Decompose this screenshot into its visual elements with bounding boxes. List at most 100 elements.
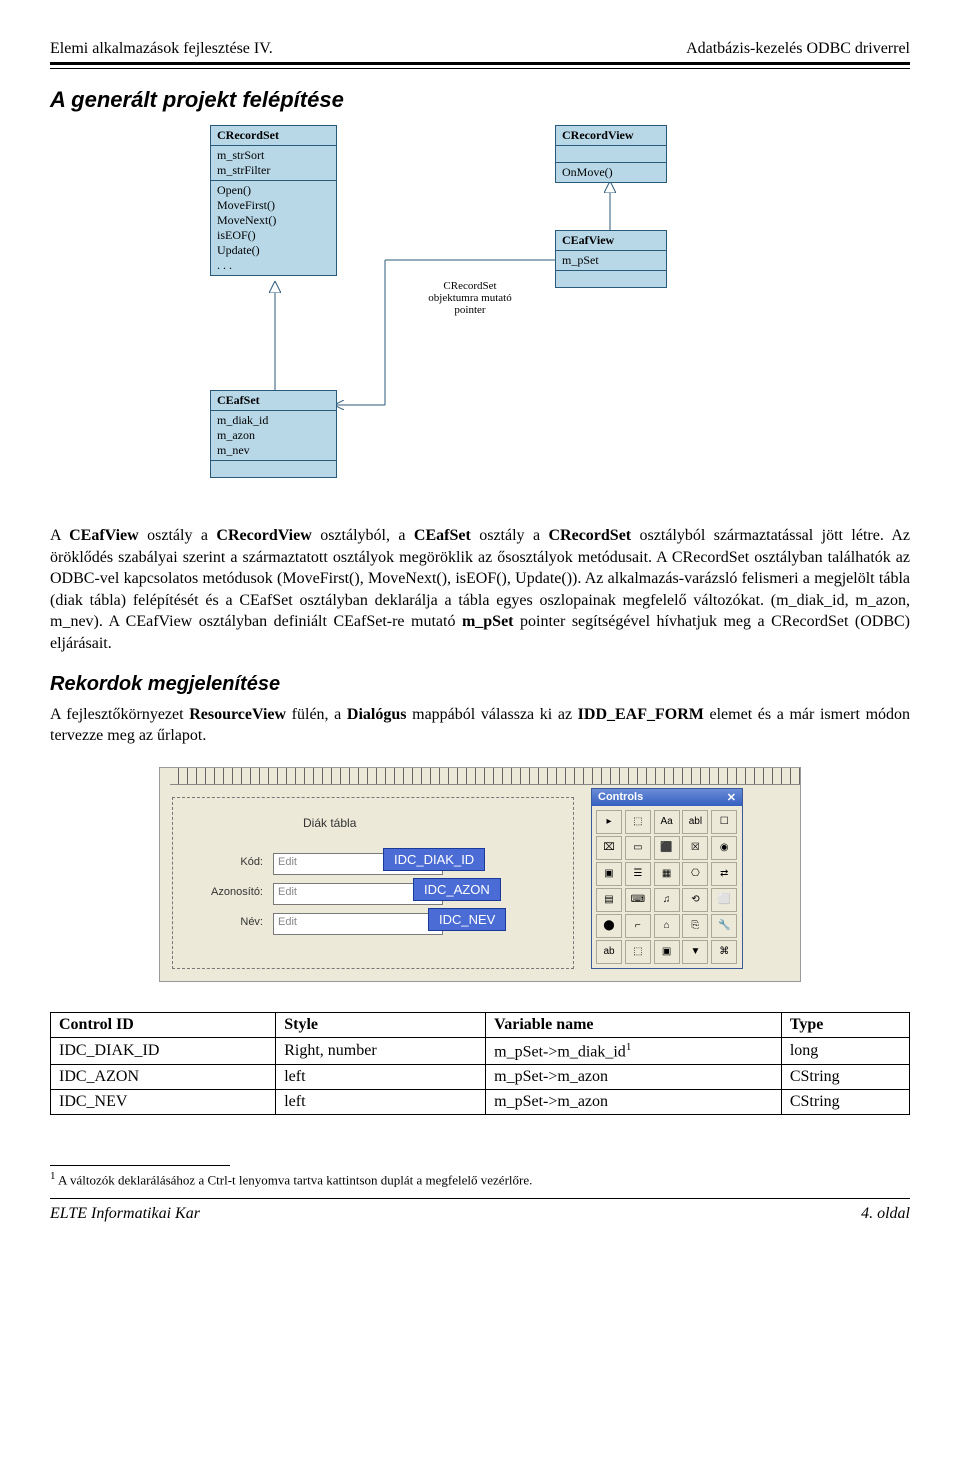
uml-attrs: m_diak_id m_azon m_nev <box>211 411 336 461</box>
callout-idc-azon: IDC_AZON <box>413 878 501 901</box>
callout-idc-nev: IDC_NEV <box>428 908 506 931</box>
table-header-row: Control IDStyleVariable nameType <box>51 1012 910 1037</box>
controls-table: Control IDStyleVariable nameType IDC_DIA… <box>50 1012 910 1115</box>
text: A fejlesztőkörnyezet <box>50 706 189 723</box>
control-tool-button[interactable]: ⌨ <box>625 888 651 912</box>
controls-grid: ▸⬚Aaabl☐⌧▭⬛☒◉▣☰▦⎔⇄▤⌨♫⟲⬜⬤⌐⌂⎘🔧ab⬚▣▼⌘ <box>592 806 742 968</box>
uml-empty <box>211 461 336 477</box>
table-cell: IDC_NEV <box>51 1090 276 1115</box>
control-tool-button[interactable]: ▤ <box>596 888 622 912</box>
bold: IDD_EAF_FORM <box>578 706 704 723</box>
table-cell: m_pSet->m_azon <box>486 1065 782 1090</box>
control-tool-button[interactable]: ☒ <box>682 836 708 860</box>
header-right: Adatbázis-kezelés ODBC driverrel <box>686 40 910 58</box>
control-tool-button[interactable]: ☰ <box>625 862 651 886</box>
uml-empty <box>556 271 666 287</box>
paragraph-2: A fejlesztőkörnyezet ResourceView fülén,… <box>50 704 910 747</box>
control-tool-button[interactable]: abl <box>682 810 708 834</box>
control-tool-button[interactable]: ab <box>596 940 622 964</box>
table-cell: long <box>781 1037 909 1064</box>
control-tool-button[interactable]: ▸ <box>596 810 622 834</box>
control-tool-button[interactable]: ⬤ <box>596 914 622 938</box>
page-header: Elemi alkalmazások fejlesztése IV. Adatb… <box>50 40 910 58</box>
control-tool-button[interactable]: ⬛ <box>654 836 680 860</box>
control-tool-button[interactable]: ⎘ <box>682 914 708 938</box>
uml-empty <box>556 146 666 163</box>
paragraph-1: A CEafView osztály a CRecordView osztály… <box>50 525 910 655</box>
control-tool-button[interactable]: ⬚ <box>625 810 651 834</box>
footer-left: ELTE Informatikai Kar <box>50 1205 200 1223</box>
control-tool-button[interactable]: ⬚ <box>625 940 651 964</box>
label-kod: Kód: <box>193 856 263 868</box>
control-tool-button[interactable]: ⟲ <box>682 888 708 912</box>
uml-title: CEafView <box>556 231 666 251</box>
edit-nev[interactable]: Edit <box>273 913 443 935</box>
bold: m_pSet <box>462 613 514 630</box>
table-cell: IDC_AZON <box>51 1065 276 1090</box>
dialog-form-canvas: Diák tábla Kód: Azonosító: Név: Edit Edi… <box>172 797 574 969</box>
text: osztályból, a <box>312 527 414 544</box>
footnote-text: A változók deklarálásához a Ctrl-t lenyo… <box>56 1172 533 1187</box>
text: osztály a <box>139 527 217 544</box>
page-footer: ELTE Informatikai Kar 4. oldal <box>50 1205 910 1223</box>
control-tool-button[interactable]: ⬜ <box>711 888 737 912</box>
text: A <box>50 527 69 544</box>
table-row: IDC_AZONleftm_pSet->m_azonCString <box>51 1065 910 1090</box>
label-azonosito: Azonosító: <box>193 886 263 898</box>
control-tool-button[interactable]: ⇄ <box>711 862 737 886</box>
footer-rule <box>50 1198 910 1199</box>
control-tool-button[interactable]: ⌘ <box>711 940 737 964</box>
control-tool-button[interactable]: ◉ <box>711 836 737 860</box>
header-rule <box>50 62 910 69</box>
form-group-title: Diák tábla <box>303 816 356 830</box>
label-nev: Név: <box>193 916 263 928</box>
bold: ResourceView <box>189 706 286 723</box>
control-tool-button[interactable]: ▼ <box>682 940 708 964</box>
control-tool-button[interactable]: ▣ <box>654 940 680 964</box>
table-cell: IDC_DIAK_ID <box>51 1037 276 1064</box>
table-cell: m_pSet->m_azon <box>486 1090 782 1115</box>
control-tool-button[interactable]: ▦ <box>654 862 680 886</box>
table-header-cell: Variable name <box>486 1012 782 1037</box>
section-1-title: A generált projekt felépítése <box>50 87 910 113</box>
bold: CEafSet <box>414 527 471 544</box>
table-header-cell: Type <box>781 1012 909 1037</box>
control-tool-button[interactable]: ⌧ <box>596 836 622 860</box>
bold: CRecordSet <box>548 527 631 544</box>
table-header-cell: Control ID <box>51 1012 276 1037</box>
uml-diagram: CRecordSet m_strSort m_strFilter Open() … <box>200 125 760 505</box>
uml-class-ceafview: CEafView m_pSet <box>555 230 667 288</box>
control-tool-button[interactable]: ⌐ <box>625 914 651 938</box>
control-tool-button[interactable]: Aa <box>654 810 680 834</box>
table-cell: CString <box>781 1065 909 1090</box>
bold: Dialógus <box>347 706 407 723</box>
header-left: Elemi alkalmazások fejlesztése IV. <box>50 40 273 58</box>
uml-class-crecordset: CRecordSet m_strSort m_strFilter Open() … <box>210 125 337 276</box>
uml-title: CRecordSet <box>211 126 336 146</box>
uml-class-crecordview: CRecordView OnMove() <box>555 125 667 183</box>
table-row: IDC_NEVleftm_pSet->m_azonCString <box>51 1090 910 1115</box>
footnote-rule <box>50 1165 230 1166</box>
control-tool-button[interactable]: ▭ <box>625 836 651 860</box>
table-body: IDC_DIAK_IDRight, numberm_pSet->m_diak_i… <box>51 1037 910 1114</box>
uml-attrs: m_strSort m_strFilter <box>211 146 336 181</box>
control-tool-button[interactable]: ⌂ <box>654 914 680 938</box>
table-header-cell: Style <box>276 1012 486 1037</box>
form-designer-screenshot: Diák tábla Kód: Azonosító: Név: Edit Edi… <box>159 767 801 982</box>
table-row: IDC_DIAK_IDRight, numberm_pSet->m_diak_i… <box>51 1037 910 1064</box>
control-tool-button[interactable]: ⎔ <box>682 862 708 886</box>
bold: CRecordView <box>216 527 311 544</box>
callout-idc-diak-id: IDC_DIAK_ID <box>383 848 485 871</box>
control-tool-button[interactable]: 🔧 <box>711 914 737 938</box>
table-cell: Right, number <box>276 1037 486 1064</box>
text: osztály a <box>471 527 549 544</box>
uml-ops: Open() MoveFirst() MoveNext() isEOF() Up… <box>211 181 336 275</box>
control-tool-button[interactable]: ♫ <box>654 888 680 912</box>
uml-ops: OnMove() <box>556 163 666 182</box>
text: mappából válassza ki az <box>407 706 578 723</box>
close-icon[interactable]: ✕ <box>727 791 736 804</box>
control-tool-button[interactable]: ▣ <box>596 862 622 886</box>
control-tool-button[interactable]: ☐ <box>711 810 737 834</box>
uml-attrs: m_pSet <box>556 251 666 271</box>
footer-right: 4. oldal <box>861 1205 910 1223</box>
